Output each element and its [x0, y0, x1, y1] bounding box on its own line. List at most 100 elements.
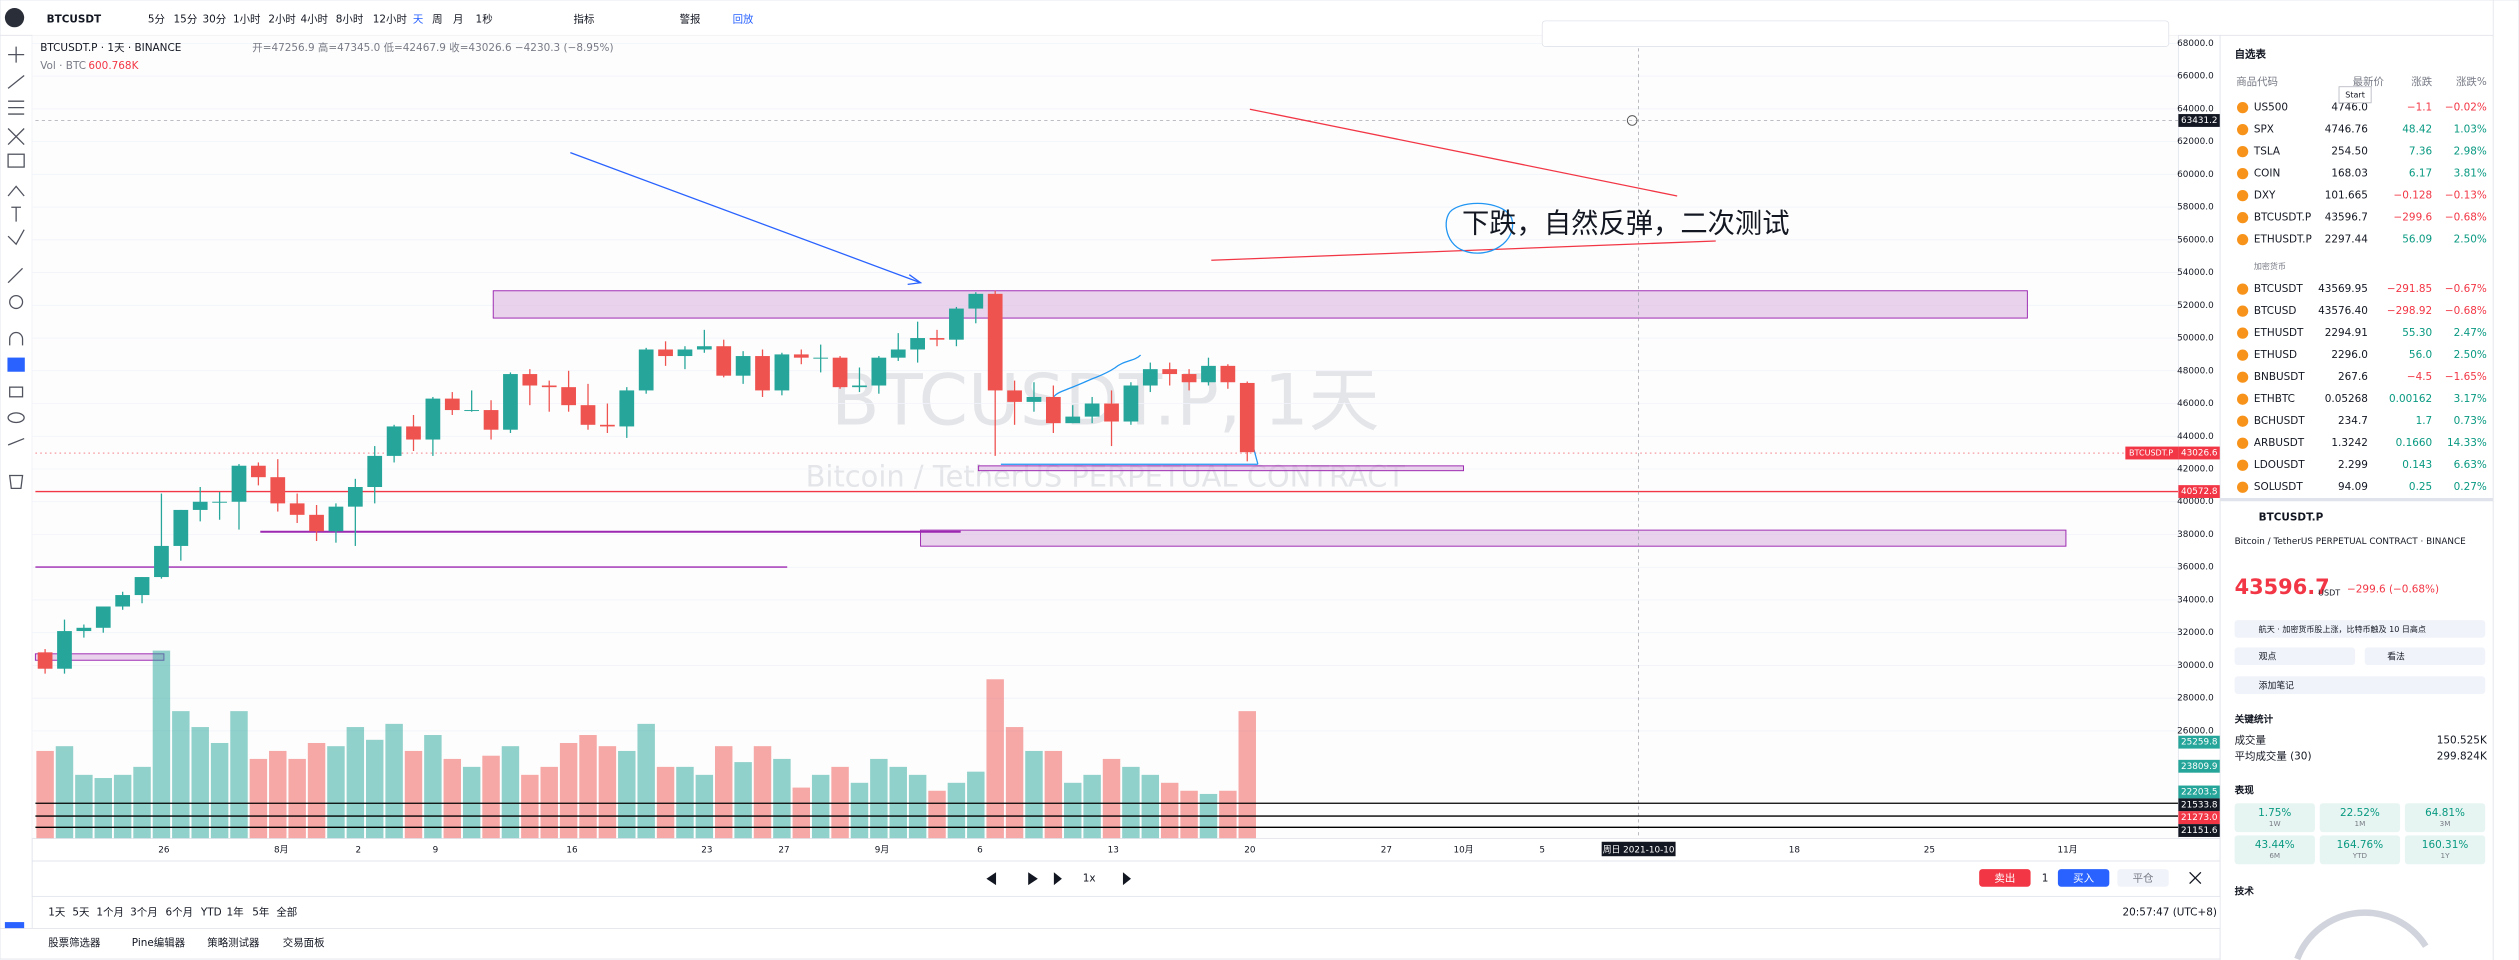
watchlist-title[interactable]: 自选表 [2235, 48, 2267, 61]
det-note[interactable]: 添加笔记 [2259, 679, 2294, 691]
wl-symbol[interactable]: ETHUSD [2254, 349, 2297, 361]
wl-symbol[interactable]: SOLUSDT [2254, 481, 2303, 493]
range[interactable]: YTD [200, 906, 222, 918]
candle-body [968, 293, 984, 309]
wl-change-pct: 0.27% [2454, 481, 2487, 493]
wl-symbol[interactable]: BTCUSD [2254, 305, 2297, 317]
close[interactable]: 平仓 [2133, 872, 2154, 885]
det-desc: Bitcoin / TetherUS PERPETUAL CONTRACT · … [2235, 537, 2467, 547]
tab[interactable]: 交易面板 [283, 936, 325, 949]
replay-controls[interactable] [983, 872, 1133, 886]
range[interactable]: 6个月 [166, 906, 194, 918]
badge-label: 43026.6 [2181, 449, 2218, 459]
interval[interactable]: 5分 [148, 13, 166, 25]
volume-bar [811, 774, 830, 839]
volume-bar [1025, 750, 1043, 839]
buy[interactable]: 买入 [2073, 873, 2094, 885]
close-btn[interactable] [2117, 869, 2169, 887]
x-tick-label: 18 [1789, 845, 1801, 855]
range[interactable]: 5天 [72, 906, 90, 918]
arrow [570, 152, 921, 284]
avatar[interactable] [4, 8, 25, 28]
interval[interactable]: 30分 [202, 13, 226, 25]
wl-symbol[interactable]: LDOUSDT [2254, 459, 2305, 471]
tab[interactable]: 策略测试器 [207, 936, 260, 949]
speed[interactable]: 1x [1083, 873, 1096, 885]
candle-body [192, 501, 208, 510]
badge-label: 22203.5 [2181, 787, 2218, 797]
interval[interactable]: 周 [432, 13, 442, 25]
perf-cell [2319, 803, 2401, 833]
interval[interactable]: 4小时 [300, 13, 328, 25]
cursor [1626, 115, 1638, 126]
wl-symbol[interactable]: SPX [2254, 124, 2274, 136]
sell[interactable]: 卖出 [1994, 872, 2015, 885]
wl-symbol[interactable]: BTCUSDT.P [2254, 212, 2311, 224]
popup[interactable] [2338, 86, 2372, 104]
symbol[interactable]: BTCUSDT [47, 13, 102, 25]
popup-text[interactable]: Start [2345, 90, 2365, 99]
replay[interactable]: 回放 [733, 12, 754, 25]
alert[interactable]: 警报 [680, 12, 701, 25]
volume-bar [579, 735, 597, 839]
wl-last: 43576.40 [2318, 305, 2368, 317]
volume-bar [1044, 750, 1063, 839]
wl-symbol[interactable]: BTCUSDT [2254, 283, 2304, 295]
price-axis [2177, 34, 2221, 839]
wl-symbol[interactable]: ETHBTC [2254, 393, 2295, 405]
interval[interactable]: 天 [413, 13, 424, 25]
interval[interactable]: 1小时 [233, 13, 261, 25]
wl-symbol[interactable]: ARBUSDT [2254, 437, 2305, 449]
wl-symbol[interactable]: TSLA [2253, 146, 2281, 158]
perf-cell [2404, 835, 2486, 865]
volume-bar [559, 742, 578, 839]
tool-icons[interactable] [7, 46, 25, 489]
close-x[interactable] [2189, 871, 2202, 884]
range[interactable]: 5年 [252, 905, 269, 918]
badge-label: 21151.6 [2181, 826, 2218, 836]
tab[interactable]: 股票筛选器 [48, 936, 101, 949]
range[interactable]: 全部 [276, 905, 297, 918]
candle-body [173, 509, 189, 546]
tab[interactable]: Pine编辑器 [132, 936, 186, 949]
buy-btn[interactable] [2057, 869, 2110, 887]
sell-btn[interactable] [1979, 869, 2031, 887]
interval[interactable]: 月 [453, 13, 463, 25]
wl-header: 涨跌% [2456, 75, 2487, 88]
circle-drawing [1445, 202, 1514, 254]
interval[interactable]: 8小时 [336, 13, 364, 25]
y-tick-label: 40000.0 [2177, 497, 2214, 507]
wl-symbol[interactable]: DXY [2254, 190, 2276, 202]
det-news[interactable]: 航天 · 加密货币股上涨，比特币触及 10 日高点 [2259, 624, 2426, 634]
perf-period: YTD [2352, 851, 2368, 860]
volume-bar [618, 750, 636, 839]
wl-symbol[interactable]: ETHUSDT [2254, 327, 2304, 339]
interval[interactable]: 12小时 [373, 13, 408, 25]
qty[interactable]: 1 [2042, 873, 2049, 885]
volume-bar [773, 758, 791, 839]
wl-symbol[interactable]: BCHUSDT [2254, 415, 2305, 427]
wl-icon [2237, 305, 2249, 317]
wl-change-pct: 2.47% [2454, 327, 2487, 339]
wl-symbol[interactable]: BNBUSDT [2254, 371, 2305, 383]
det-opinion[interactable]: 看法 [2387, 651, 2405, 663]
interval[interactable]: 15分 [174, 13, 198, 25]
wl-last: 2.299 [2338, 459, 2368, 471]
badge-label: 40572.8 [2181, 487, 2218, 497]
volume-bar [637, 723, 655, 839]
volume-bar [1180, 790, 1198, 839]
interval[interactable]: 1秒 [476, 12, 493, 25]
drawing-toolbar[interactable] [1541, 20, 2170, 47]
interval[interactable]: 2小时 [268, 13, 296, 25]
range[interactable]: 1个月 [96, 906, 124, 918]
wl-symbol[interactable]: US500 [2254, 102, 2288, 114]
indicators[interactable]: 指标 [574, 12, 595, 25]
volume-bar [210, 742, 229, 839]
volume-bar [695, 774, 714, 839]
wl-symbol[interactable]: COIN [2254, 168, 2280, 180]
wl-symbol[interactable]: ETHUSDT.P [2254, 234, 2312, 246]
range[interactable]: 3个月 [130, 906, 158, 918]
range[interactable]: 1天 [48, 906, 66, 918]
det-ideas[interactable]: 观点 [2259, 652, 2277, 663]
range[interactable]: 1年 [227, 905, 244, 918]
